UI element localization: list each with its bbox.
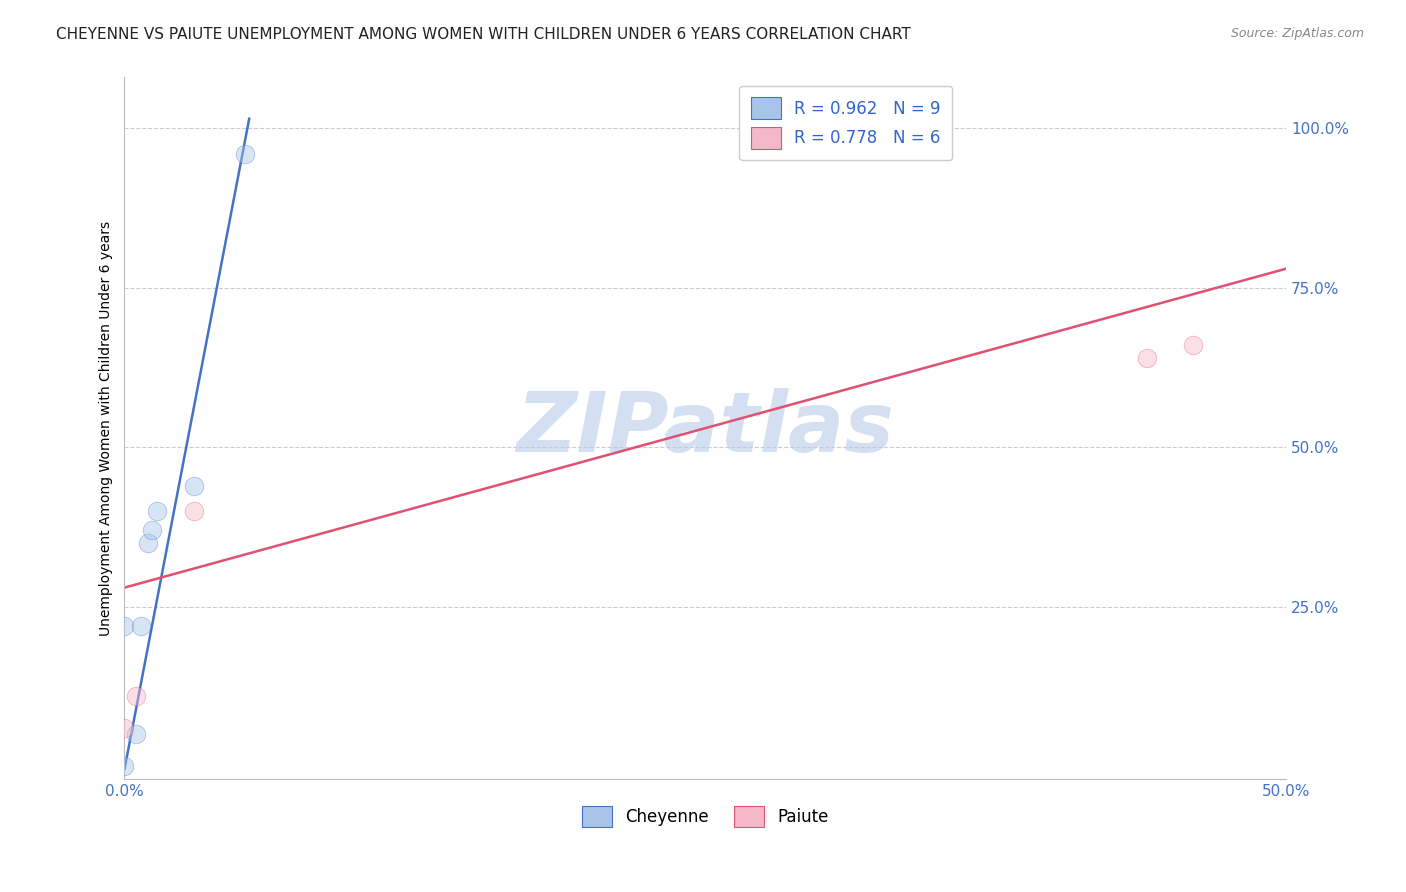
Point [125,727,148,741]
Point [129,619,152,633]
Text: Source: ZipAtlas.com: Source: ZipAtlas.com [1230,27,1364,40]
Point [1135,351,1157,365]
Point [125,689,148,703]
Point [1182,338,1205,352]
Point [146,504,169,518]
Point [114,721,136,735]
Point [233,147,256,161]
Point [114,619,136,633]
Text: ZIPatlas: ZIPatlas [516,388,894,468]
Point [183,478,205,492]
Point [114,759,136,773]
Text: CHEYENNE VS PAIUTE UNEMPLOYMENT AMONG WOMEN WITH CHILDREN UNDER 6 YEARS CORRELAT: CHEYENNE VS PAIUTE UNEMPLOYMENT AMONG WO… [56,27,911,42]
Point [183,504,205,518]
Legend: Cheyenne, Paiute: Cheyenne, Paiute [575,799,835,834]
Point [136,536,159,550]
Y-axis label: Unemployment Among Women with Children Under 6 years: Unemployment Among Women with Children U… [100,220,114,636]
Point [141,523,163,537]
